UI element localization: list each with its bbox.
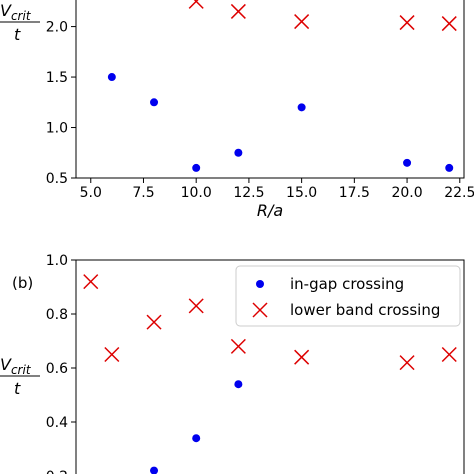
data-point-cross [83, 274, 99, 290]
y-tick-label: 0.5 [46, 171, 68, 187]
y-tick-label: 1.0 [46, 121, 68, 137]
y-axis-label: Vcrit t [0, 355, 40, 398]
legend-marker-dot [256, 280, 264, 288]
y-axis-label-numerator: Vcrit [0, 355, 32, 377]
y-axis-label-numerator: Vcrit [0, 1, 32, 23]
data-point-dot [234, 148, 243, 157]
data-point-cross [188, 0, 204, 9]
data-point-cross [146, 314, 162, 330]
data-point-cross [294, 349, 310, 365]
data-point-dot [234, 380, 243, 389]
y-tick-label: 0.8 [46, 307, 68, 323]
data-point-cross [104, 346, 120, 363]
y-axis-label-denominator: t [14, 25, 21, 44]
x-tick-label: 17.5 [339, 185, 370, 201]
x-tick-label: 15.0 [286, 185, 317, 201]
y-tick-label: 1.5 [46, 70, 68, 86]
data-point-dot [150, 466, 159, 474]
y-tick-label: 0.6 [46, 361, 68, 377]
legend-marker-cross [252, 302, 268, 318]
data-point-dot [150, 98, 159, 107]
data-markers [83, 274, 457, 474]
y-tick-label: 2.0 [46, 20, 68, 36]
data-point-cross [230, 3, 246, 19]
data-point-cross [294, 14, 310, 30]
data-point-cross [188, 298, 204, 314]
y-axis-label-subscript: crit [11, 9, 32, 23]
data-point-dot [192, 434, 201, 443]
data-markers [107, 0, 457, 172]
y-axis-label: Vcrit t [0, 1, 40, 44]
plot-frame [75, 0, 465, 179]
y-tick-label: 0.2 [46, 469, 68, 474]
y-axis-label-subscript: crit [11, 363, 32, 377]
panel-1: 0.2 0.4 0.6 0.8 1.0 Vcrit t (b) in-gap crossing l… [0, 253, 465, 474]
data-point-cross [399, 355, 415, 371]
legend-label: lower band crossing [290, 301, 440, 319]
data-point-cross [441, 346, 457, 363]
data-point-dot [297, 103, 306, 112]
panel-0: 0.51.01.52.02.55.07.510.012.515.017.520.… [0, 0, 474, 220]
data-point-cross [441, 16, 457, 32]
data-point-dot [107, 73, 116, 82]
y-tick-label: 0.4 [46, 415, 68, 431]
y-axis-label-denominator: t [14, 379, 21, 398]
data-point-dot [403, 158, 412, 167]
x-tick-label: 10.0 [181, 185, 212, 201]
data-point-cross [399, 15, 415, 31]
data-point-dot [192, 163, 201, 172]
x-tick-label: 20.0 [391, 185, 422, 201]
data-point-cross [230, 338, 246, 354]
x-tick-label: 12.5 [233, 185, 264, 201]
panel-label: (b) [12, 274, 33, 292]
x-tick-label: 5.0 [80, 185, 102, 201]
data-point-dot [445, 163, 454, 172]
legend-label: in-gap crossing [290, 275, 404, 293]
y-tick-label: 1.0 [46, 253, 68, 269]
legend-box [235, 265, 461, 327]
x-axis-label: R/a [257, 201, 283, 220]
x-tick-label: 22.5 [444, 185, 474, 201]
x-tick-label: 7.5 [132, 185, 154, 201]
legend: in-gap crossing lower band crossing [235, 265, 461, 327]
